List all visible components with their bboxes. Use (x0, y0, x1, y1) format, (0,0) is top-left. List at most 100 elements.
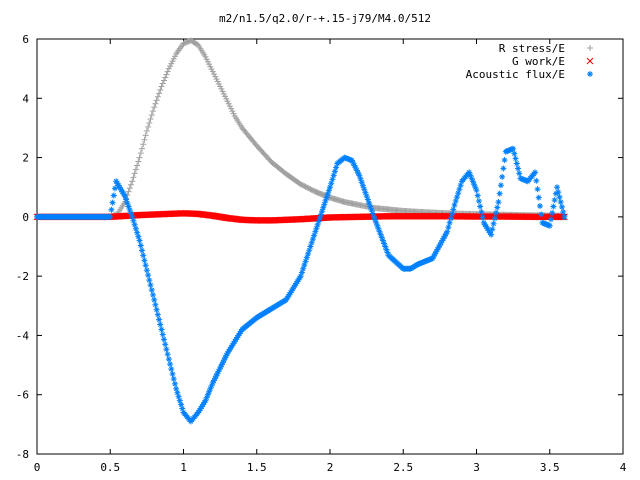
data-point (493, 209, 500, 216)
y-tick-label: 0 (22, 211, 29, 224)
data-point (221, 357, 228, 364)
data-point (230, 340, 237, 347)
data-point (384, 249, 391, 256)
data-point (495, 199, 502, 206)
data-point (107, 213, 114, 220)
data-point (111, 185, 118, 192)
data-point (137, 150, 144, 157)
y-tick-label: 2 (22, 152, 29, 165)
data-point (170, 375, 177, 382)
data-point (145, 123, 152, 130)
x-tick-label: 2 (327, 461, 334, 474)
data-point (557, 199, 564, 206)
data-point (128, 181, 135, 188)
data-point (560, 208, 567, 215)
data-point (131, 170, 138, 177)
data-point (444, 228, 451, 235)
data-point (536, 202, 543, 209)
data-point (140, 141, 147, 148)
data-point (556, 194, 563, 201)
data-point (512, 155, 519, 162)
data-point (154, 93, 161, 100)
plot-frame (36, 38, 624, 455)
data-point (157, 86, 164, 93)
data-point (149, 108, 156, 115)
legend-label: Acoustic flux/E (466, 68, 565, 81)
data-point (137, 242, 144, 249)
data-point (478, 208, 485, 215)
data-point (129, 178, 136, 185)
data-point (163, 346, 170, 353)
data-point (118, 186, 125, 193)
data-point (473, 187, 480, 194)
series-star (34, 145, 568, 425)
data-point (160, 336, 167, 343)
axis-ticks: 0 0.5 1 1.5 2 2.5 3 3.5 4 -8 -6 -4 -2 0 2 4 6 (16, 33, 627, 474)
data-point (147, 116, 154, 123)
data-point (558, 203, 565, 210)
data-point (142, 132, 149, 139)
data-point (167, 361, 174, 368)
data-point (145, 272, 152, 279)
data-point (153, 306, 160, 313)
y-tick-label: 4 (22, 92, 29, 105)
data-point (152, 100, 159, 107)
data-point (162, 341, 169, 348)
data-point (450, 206, 457, 213)
data-point (226, 346, 233, 353)
data-point (138, 247, 145, 254)
data-point (140, 252, 147, 259)
series-cross (33, 209, 568, 224)
y-tick-label: -2 (16, 270, 29, 283)
data-point (549, 209, 556, 216)
data-point (134, 162, 141, 169)
data-point (136, 237, 143, 244)
data-point (151, 104, 158, 111)
data-point (532, 169, 539, 176)
series-plus (34, 37, 568, 220)
x-tick-label: 0 (34, 461, 41, 474)
data-point (159, 331, 166, 338)
data-point (156, 90, 163, 97)
data-point (449, 210, 456, 217)
chart-title: m2/n1.5/q2.0/r-+.15-j79/M4.0/512 (219, 12, 431, 25)
data-point (147, 282, 154, 289)
data-point (163, 71, 170, 78)
data-point (561, 213, 568, 220)
data-point (538, 211, 545, 218)
data-point (490, 220, 497, 227)
data-point (151, 296, 158, 303)
legend-label: G work/E (512, 55, 565, 68)
x-tick-label: 3.5 (540, 461, 560, 474)
data-point (164, 351, 171, 358)
y-tick-label: 6 (22, 33, 29, 46)
data-point (158, 326, 165, 333)
data-point (149, 291, 156, 298)
data-point (515, 165, 522, 172)
data-point (160, 77, 167, 84)
data-point (146, 277, 153, 284)
data-point (156, 316, 163, 323)
data-point (159, 80, 166, 87)
data-point (135, 158, 142, 165)
data-point (488, 231, 495, 238)
data-point (148, 112, 155, 119)
data-point (457, 182, 464, 189)
data-point (534, 186, 541, 193)
data-point (479, 214, 486, 221)
data-point (126, 185, 133, 192)
data-point (500, 165, 507, 172)
data-point (511, 150, 518, 157)
data-point (445, 224, 452, 231)
x-tick-label: 2.5 (393, 461, 413, 474)
data-point (108, 206, 115, 213)
data-point (146, 119, 153, 126)
data-point (497, 182, 504, 189)
data-point (143, 127, 150, 134)
legend-marker (586, 57, 594, 65)
data-point (510, 145, 517, 152)
y-tick-label: -6 (16, 389, 29, 402)
data-point (141, 257, 148, 264)
